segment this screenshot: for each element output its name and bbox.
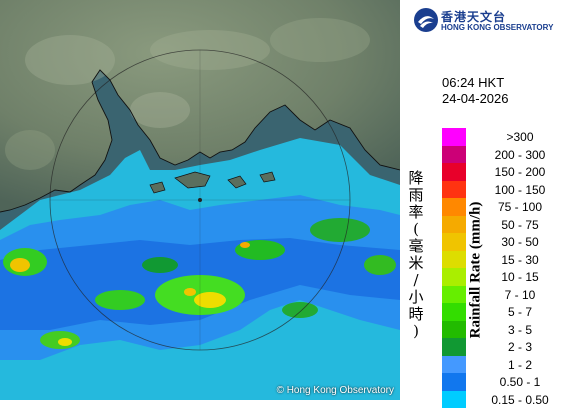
legend-swatch xyxy=(442,391,466,408)
observation-date: 24-04-2026 xyxy=(442,91,509,106)
legend-swatch xyxy=(442,303,466,321)
legend-range-label: 3 - 5 xyxy=(470,323,570,337)
legend-swatch xyxy=(442,338,466,356)
legend-row: 0.50 - 1 xyxy=(442,373,576,391)
legend-row: 15 - 30 xyxy=(442,251,576,269)
legend-range-label: >300 xyxy=(470,130,570,144)
legend-row: 150 - 200 xyxy=(442,163,576,181)
legend-range-label: 150 - 200 xyxy=(470,165,570,179)
legend-swatch xyxy=(442,321,466,339)
legend-swatch xyxy=(442,198,466,216)
legend-title-zh: 降雨率(毫米/小時) xyxy=(404,170,428,340)
legend-range-label: 75 - 100 xyxy=(470,200,570,214)
legend-range-label: 5 - 7 xyxy=(470,305,570,319)
legend-row: 2 - 3 xyxy=(442,338,576,356)
observatory-emblem-icon xyxy=(413,7,439,33)
legend-row: 50 - 75 xyxy=(442,216,576,234)
legend-title-zh-char: 率 xyxy=(404,204,428,221)
observatory-logo: 香港天文台 HONG KONG OBSERVATORY xyxy=(413,7,573,37)
legend-swatch xyxy=(442,251,466,269)
legend-row: 100 - 150 xyxy=(442,181,576,199)
legend-swatch xyxy=(442,146,466,164)
legend-row: >300 xyxy=(442,128,576,146)
radar-map[interactable]: © Hong Kong Observatory xyxy=(0,0,400,400)
legend-swatch xyxy=(442,128,466,146)
legend-range-label: 10 - 15 xyxy=(470,270,570,284)
legend-row: 1 - 2 xyxy=(442,356,576,374)
legend-row: 3 - 5 xyxy=(442,321,576,339)
legend-row: 10 - 15 xyxy=(442,268,576,286)
legend-range-label: 2 - 3 xyxy=(470,340,570,354)
legend-row: 75 - 100 xyxy=(442,198,576,216)
legend-swatch xyxy=(442,286,466,304)
legend-swatch xyxy=(442,233,466,251)
legend-title-zh-char: ( xyxy=(404,221,428,238)
legend-title-zh-char: 米 xyxy=(404,255,428,272)
legend-swatch xyxy=(442,268,466,286)
legend-title-en: Rainfall Rate (mm/h) xyxy=(468,202,485,339)
legend-range-label: 15 - 30 xyxy=(470,253,570,267)
copyright-notice: © Hong Kong Observatory xyxy=(277,385,394,396)
legend-row: 5 - 7 xyxy=(442,303,576,321)
legend-swatch xyxy=(442,181,466,199)
rainfall-legend: >300 200 - 300 150 - 200 100 - 150 75 - 100 5… xyxy=(442,128,576,408)
legend-row: 0.15 - 0.50 xyxy=(442,391,576,408)
legend-title-zh-char: / xyxy=(404,272,428,289)
legend-range-label: 50 - 75 xyxy=(470,218,570,232)
legend-range-label: 7 - 10 xyxy=(470,288,570,302)
legend-swatch xyxy=(442,216,466,234)
legend-row: 200 - 300 xyxy=(442,146,576,164)
legend-row: 7 - 10 xyxy=(442,286,576,304)
legend-range-label: 30 - 50 xyxy=(470,235,570,249)
legend-swatch xyxy=(442,163,466,181)
legend-title-zh-char: 毫 xyxy=(404,238,428,255)
observatory-name-en: HONG KONG OBSERVATORY xyxy=(441,23,553,32)
legend-range-label: 100 - 150 xyxy=(470,183,570,197)
legend-swatch xyxy=(442,373,466,391)
legend-title-zh-char: 時 xyxy=(404,306,428,323)
legend-title-zh-char: 雨 xyxy=(404,187,428,204)
legend-range-label: 200 - 300 xyxy=(470,148,570,162)
legend-range-label: 1 - 2 xyxy=(470,358,570,372)
radar-image xyxy=(0,0,400,400)
legend-title-zh-char: 降 xyxy=(404,170,428,187)
legend-title-zh-char: ) xyxy=(404,323,428,340)
legend-range-label: 0.50 - 1 xyxy=(470,375,570,389)
legend-row: 30 - 50 xyxy=(442,233,576,251)
legend-swatch xyxy=(442,356,466,374)
legend-title-zh-char: 小 xyxy=(404,289,428,306)
observation-time: 06:24 HKT xyxy=(442,75,504,90)
